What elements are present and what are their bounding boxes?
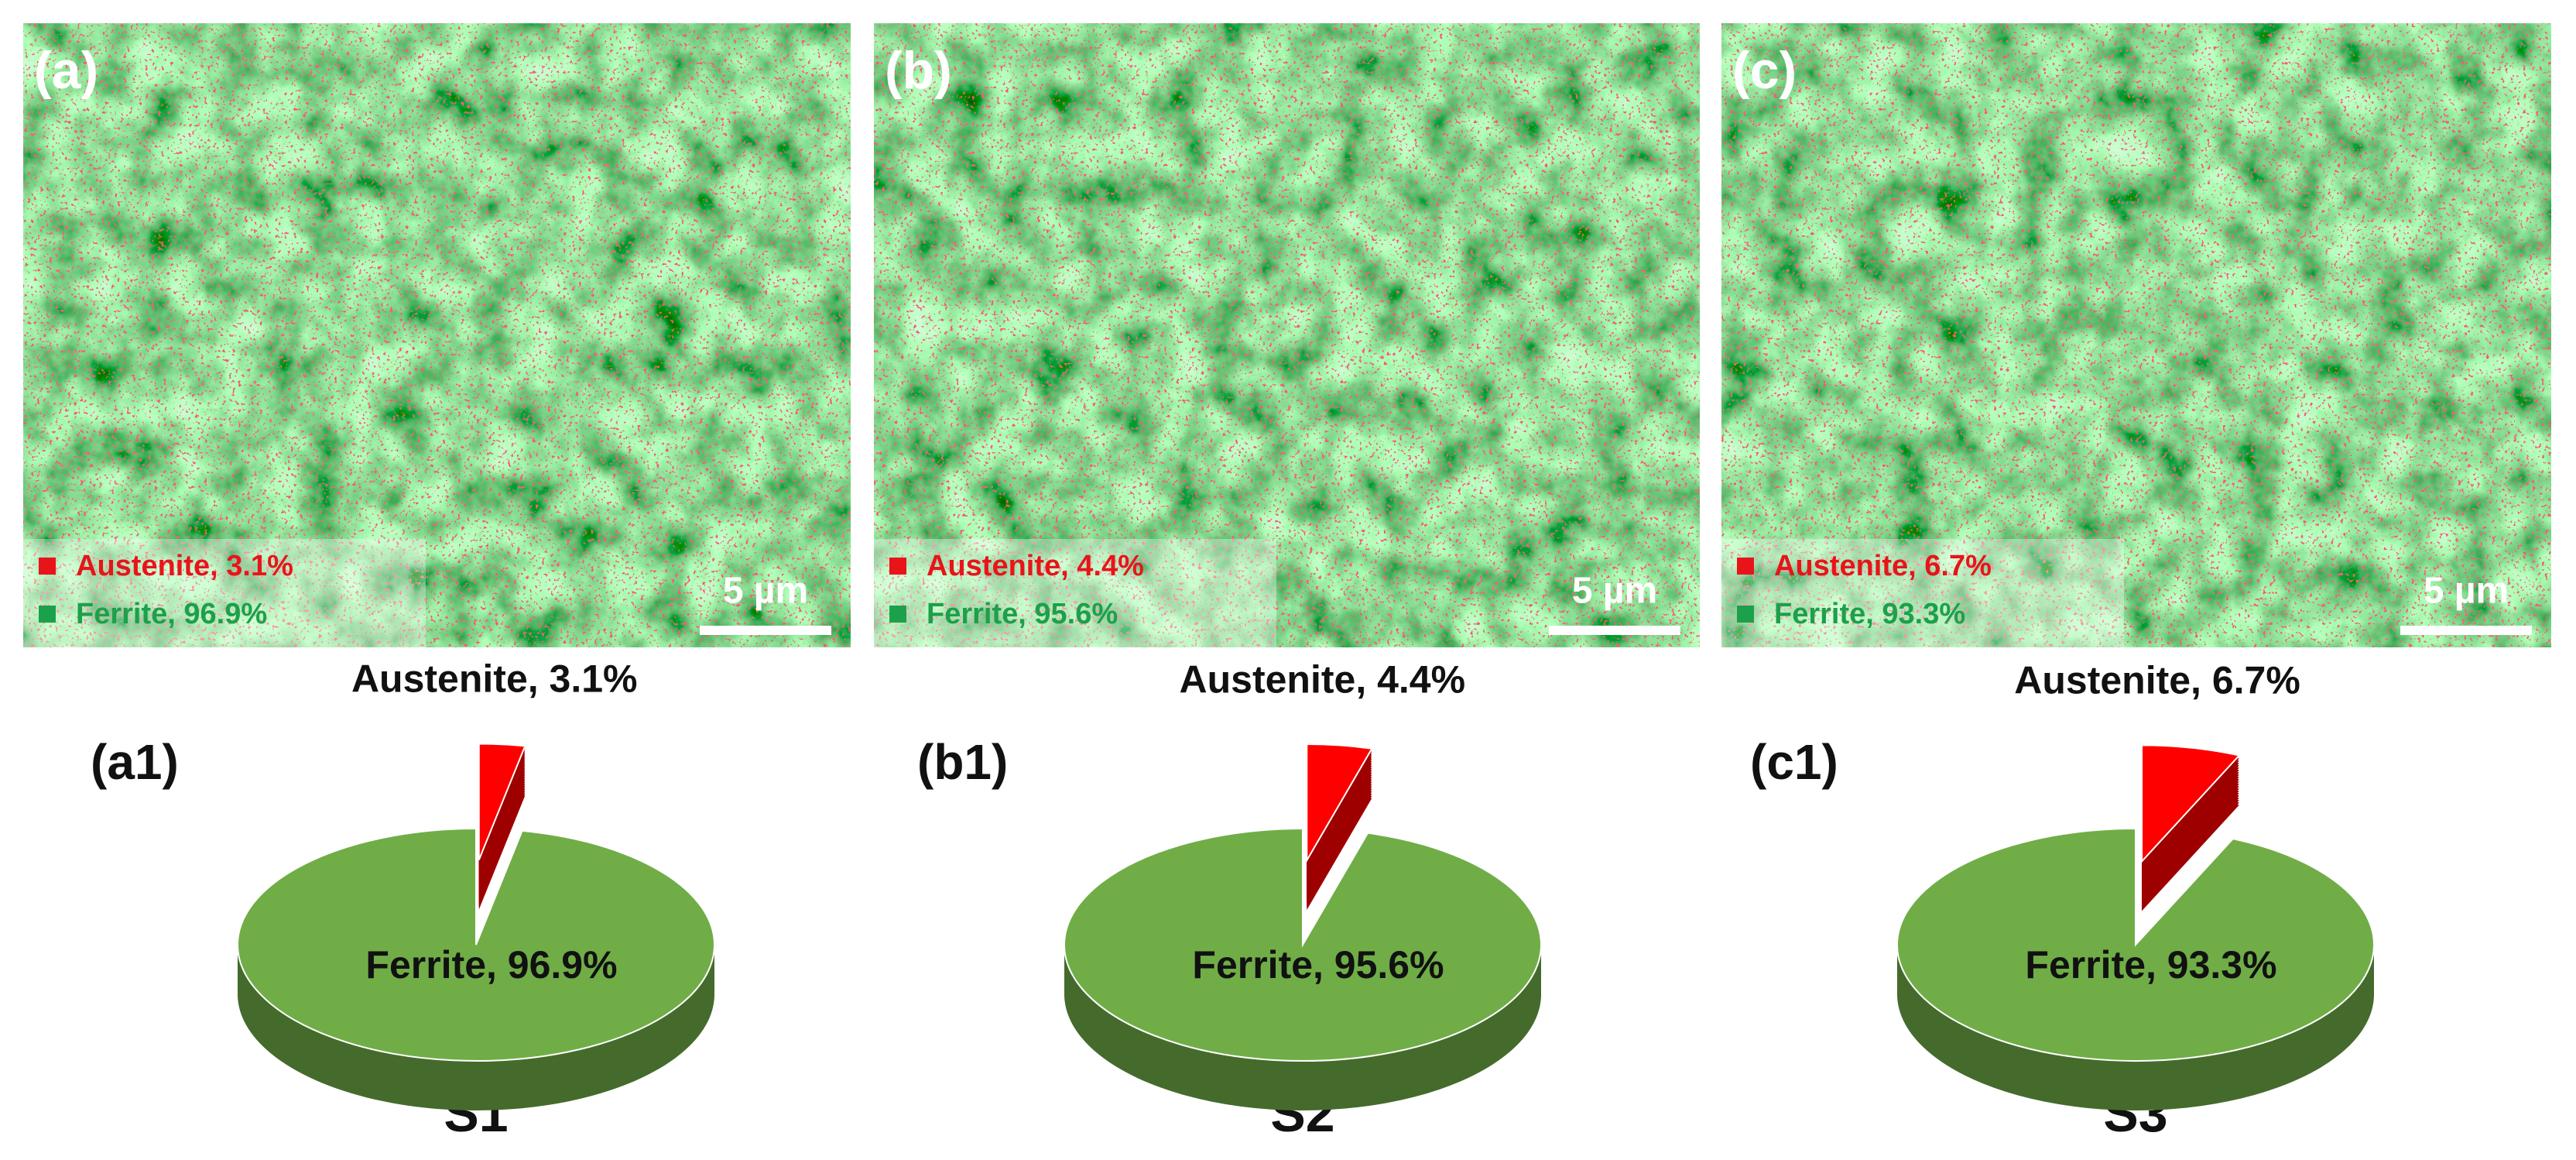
pie-slice (1896, 827, 2375, 1111)
pie-slice (1306, 743, 1373, 911)
legend-box (874, 539, 1276, 647)
scale-bar (1549, 626, 1680, 635)
scale-bar (700, 626, 831, 635)
data-label: Ferrite, 93.3% (2025, 943, 2276, 987)
legend-swatch (889, 606, 906, 623)
pie-slice (478, 743, 526, 910)
scale-bar (2400, 626, 2532, 635)
legend-entry: Austenite, 6.7% (1774, 550, 1992, 582)
legend-box (23, 539, 426, 647)
legend-entry: Austenite, 4.4% (927, 550, 1144, 582)
panel-label: (a1) (91, 734, 179, 790)
pie-top (1063, 827, 1542, 1062)
data-label: Austenite, 4.4% (1180, 657, 1466, 701)
data-label: Ferrite, 96.9% (365, 943, 617, 987)
data-label: Austenite, 3.1% (351, 657, 638, 701)
phase-map (23, 23, 851, 647)
scale-bar-label: 5 µm (723, 571, 808, 612)
legend-entry: Ferrite, 95.6% (927, 598, 1118, 630)
panel-label: (c1) (1750, 734, 1838, 790)
pie-top (1306, 743, 1373, 863)
legend-swatch (39, 606, 56, 623)
pie-top (2141, 744, 2241, 863)
legend-entry: Austenite, 3.1% (76, 550, 293, 582)
pie-top (478, 743, 526, 860)
panel-label: (b1) (917, 734, 1008, 790)
legend-box (1721, 539, 2124, 647)
legend-swatch (39, 558, 56, 575)
data-label: Austenite, 6.7% (2014, 659, 2300, 702)
legend-swatch (1737, 606, 1754, 623)
map-label: (b) (885, 41, 952, 100)
legend-swatch (889, 558, 906, 575)
map-label: (c) (1732, 41, 1797, 100)
scale-bar-label: 5 µm (1572, 571, 1657, 612)
phase-map (1721, 23, 2551, 647)
phase-map (874, 23, 1700, 647)
legend-entry: Ferrite, 96.9% (76, 598, 267, 630)
pie-top (1896, 827, 2375, 1062)
legend-entry: Ferrite, 93.3% (1774, 598, 1965, 630)
legend-swatch (1737, 558, 1754, 575)
pie-slice (1063, 827, 1542, 1110)
map-label: (a) (34, 41, 98, 100)
pie-slice (2141, 744, 2241, 911)
scale-bar-label: 5 µm (2424, 571, 2509, 612)
pie-top (236, 827, 715, 1062)
pie-slice (236, 827, 715, 1110)
data-label: Ferrite, 95.6% (1192, 943, 1444, 987)
